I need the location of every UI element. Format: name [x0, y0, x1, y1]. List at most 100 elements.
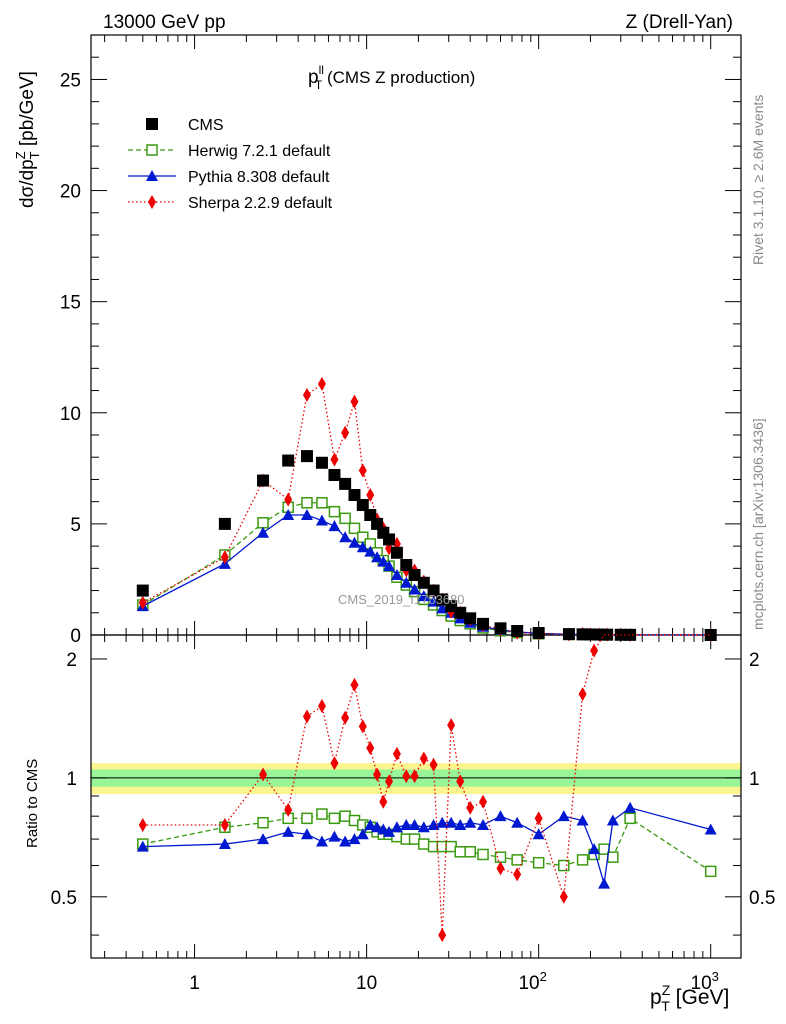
ratio-tick-label: 1 [66, 769, 77, 790]
ylabel-sub: T [27, 151, 42, 159]
herwig-ratio-point [558, 859, 570, 872]
title-sub: T [315, 78, 323, 92]
pythia-point [408, 583, 421, 595]
pythia-point [417, 590, 430, 602]
pythia-ratio-point [408, 818, 421, 830]
sherpa-ratio-point [438, 928, 447, 943]
sherpa-point [220, 550, 229, 565]
axes: 1 10 102 103 0 5 10 15 20 25 0.5 0.5 1 1 2 2 [51, 35, 775, 994]
pythia-ratio-point [339, 835, 352, 847]
ylabel-d: dσ/dp [17, 159, 38, 208]
sherpa-ratio-point [284, 802, 293, 817]
pythia-point [400, 576, 413, 588]
pythia-point [282, 509, 295, 520]
herwig-ratio-point [511, 854, 523, 866]
pythia-ratio-point [494, 810, 507, 822]
pythia-ratio-point [436, 816, 449, 828]
ratio-axis-label: Ratio to CMS [24, 759, 41, 848]
sherpa-ratio-point [138, 817, 147, 832]
ratio-tick-label: 2 [66, 650, 77, 671]
cms-point [282, 454, 295, 467]
cms-point [562, 628, 575, 641]
cms-point [477, 617, 490, 630]
x-tick-label: 10 [356, 973, 377, 994]
cms-point [383, 533, 396, 546]
pythia-point [377, 555, 390, 567]
cms-point [454, 606, 467, 619]
herwig-point [328, 505, 341, 518]
pythia-point [328, 520, 341, 532]
pythia-line [142, 514, 711, 636]
xlabel-sub: T [661, 998, 670, 1014]
cms-point [257, 474, 270, 487]
cms-point [218, 517, 231, 530]
pythia-ratio-line [142, 807, 711, 884]
pythia-ratio-point [477, 818, 490, 830]
pythia-ratio-point [704, 823, 717, 835]
sherpa-ratio-point [302, 709, 311, 724]
y-tick-label: 10 [60, 404, 81, 425]
xlabel-p: p [650, 986, 662, 1009]
ratio-tick-label-right: 2 [749, 650, 760, 671]
pythia-point [371, 551, 384, 563]
pythia-ratio-point [315, 835, 328, 847]
cms-point [356, 499, 369, 511]
cms-point [494, 622, 507, 635]
plot-title: pll T (CMS Z production) [308, 63, 475, 92]
cms-point [400, 559, 413, 571]
herwig-point [339, 512, 351, 525]
rivet-label: Rivet 3.1.10, ≥ 2.6M events [750, 95, 766, 265]
sherpa-point [366, 488, 375, 502]
sherpa-ratio-point [350, 677, 359, 692]
herwig-ratio-point [418, 838, 430, 850]
x-tick-label: 102 [518, 969, 546, 994]
y-axis-label: dσ/dpZT [pb/GeV] [13, 71, 42, 208]
legend-label-cms: CMS [188, 117, 224, 134]
legend-label-herwig: Herwig 7.2.1 default [188, 143, 331, 160]
sherpa-ratio-point [385, 774, 394, 789]
sherpa-point [284, 492, 293, 507]
sherpa-ratio-point [410, 769, 419, 784]
watermark: CMS_2019_I1753680 [338, 592, 465, 607]
pythia-point [383, 560, 396, 572]
herwig-point [301, 497, 313, 509]
sherpa-ratio-point [317, 699, 326, 714]
legend: CMS Herwig 7.2.1 default Pythia 8.308 defa… [128, 117, 333, 212]
sherpa-ratio-point [479, 794, 488, 809]
pythia-ratio-point [624, 801, 637, 813]
legend-marker-pythia [146, 170, 158, 181]
header-left: 13000 GeV pp [103, 12, 226, 33]
herwig-ratio-line [142, 813, 712, 872]
cms-point [704, 628, 717, 641]
title-p: p [308, 67, 319, 88]
cms-point [445, 600, 458, 613]
sherpa-ratio-point [220, 817, 229, 832]
y-tick-label: 25 [60, 70, 81, 91]
sherpa-ratio-point [341, 710, 350, 725]
pythia-ratio-point [390, 821, 403, 833]
pythia-ratio-point [257, 833, 270, 845]
herwig-ratio-point [301, 812, 313, 825]
herwig-ratio-point [477, 848, 489, 861]
pythia-ratio-point [282, 825, 295, 837]
pythia-ratio-point [348, 833, 361, 845]
legend-marker-sherpa [148, 195, 156, 209]
sherpa-point [317, 376, 326, 391]
pythia-ratio-point [576, 814, 589, 826]
ratio-tick-label: 0.5 [51, 888, 77, 909]
title-sup: ll [319, 63, 324, 77]
header-right: Z (Drell-Yan) [626, 12, 733, 33]
pythia-point [257, 526, 270, 538]
herwig-ratio-point [316, 808, 328, 820]
cms-point [532, 627, 545, 639]
pythia-ratio-point [532, 828, 545, 840]
x-tick-label: 103 [691, 969, 719, 994]
sherpa-ratio-point [429, 757, 438, 772]
y-tick-label: 20 [60, 182, 81, 203]
sherpa-ratio-point [513, 867, 522, 882]
x-axis-label: pZ T [GeV] [650, 982, 729, 1014]
herwig-ratio-point [704, 865, 717, 878]
pythia-ratio-point [557, 810, 570, 822]
ratio-tick-label-right: 0.5 [749, 888, 775, 909]
herwig-point [348, 522, 361, 535]
